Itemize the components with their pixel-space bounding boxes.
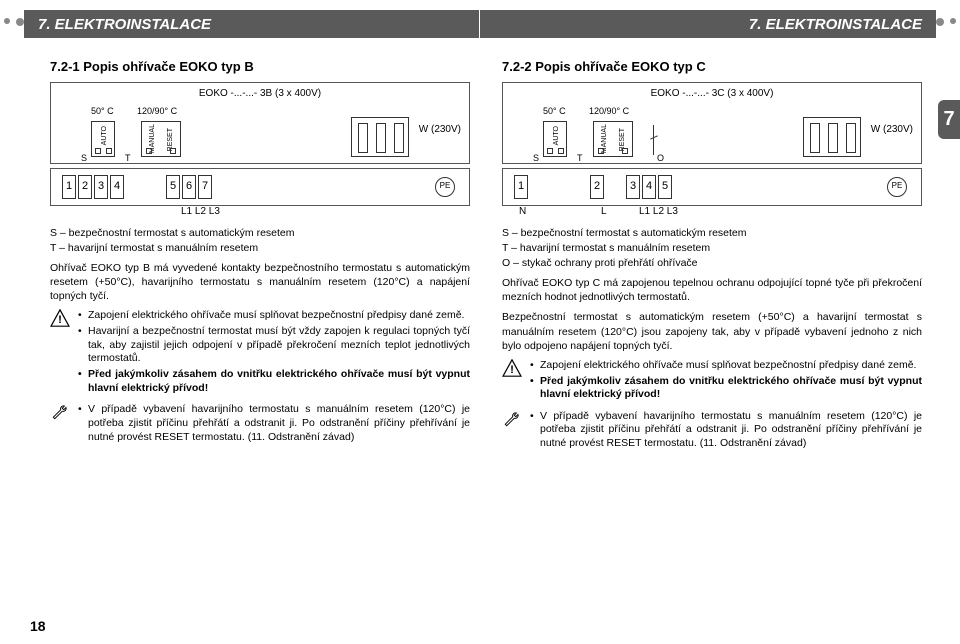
- warn-item-bold: Před jakýmkoliv zásahem do vnitřku elekt…: [530, 375, 922, 402]
- contactor-o: [653, 125, 673, 155]
- legend-s: S – bezpečnostní termostat s automatický…: [502, 226, 922, 240]
- terminal-5: 5: [658, 175, 672, 199]
- description-c-1: Ohřívač EOKO typ C má zapojenou tepelnou…: [502, 276, 922, 304]
- warning-block-2-b: V případě vybavení havarijního termostat…: [50, 403, 470, 446]
- terminal-auto: AUTO: [543, 121, 567, 157]
- svg-text:!: !: [58, 314, 62, 326]
- wiring-diagram-c: EOKO -...-...- 3C (3 x 400V) 50° C 120/9…: [502, 82, 922, 164]
- page-number: 18: [30, 618, 46, 634]
- warning-triangle-icon: !: [50, 309, 70, 327]
- column-right: 7.2-2 Popis ohřívače EOKO typ C EOKO -..…: [502, 58, 922, 459]
- header-left: 7. ELEKTROINSTALACE: [24, 10, 480, 38]
- phase-l: L: [601, 205, 607, 219]
- warn-item-bold: Před jakýmkoliv zásahem do vnitřku elekt…: [78, 368, 470, 395]
- legend-o: O – stykač ochrany proti přehřátí ohříva…: [502, 256, 922, 270]
- phase-n: N: [519, 205, 526, 219]
- terminal-manual: MANUAL RESET: [593, 121, 633, 157]
- voltage-label: W (230V): [871, 123, 913, 137]
- voltage-label: W (230V): [419, 123, 461, 137]
- terminal-1: 1: [62, 175, 76, 199]
- legend-t: T – havarijní termostat s manuálním rese…: [502, 241, 922, 255]
- section-title-c: 7.2-2 Popis ohřívače EOKO typ C: [502, 58, 922, 76]
- temp-50: 50° C: [543, 105, 566, 117]
- description-c-2: Bezpečnostní termostat s automatickým re…: [502, 310, 922, 353]
- warning-block-2-c: V případě vybavení havarijního termostat…: [502, 410, 922, 453]
- phase-labels: L1 L2 L3: [639, 205, 678, 219]
- warning-triangle-icon: !: [502, 359, 522, 377]
- legend-c: S – bezpečnostní termostat s automatický…: [502, 226, 922, 271]
- warn-item: Zapojení elektrického ohřívače musí splň…: [530, 359, 922, 373]
- pe-terminal: PE: [887, 177, 907, 197]
- wiring-diagram-b: EOKO -...-...- 3B (3 x 400V) 50° C 120/9…: [50, 82, 470, 164]
- warning-block-1-b: ! Zapojení elektrického ohřívače musí sp…: [50, 309, 470, 397]
- temp-120: 120/90° C: [589, 105, 629, 117]
- terminal-4: 4: [110, 175, 124, 199]
- terminal-row-b: 1 2 3 4 5 6 7 PE L1 L2 L3: [50, 168, 470, 206]
- terminal-auto: AUTO: [91, 121, 115, 157]
- description-b: Ohřívač EOKO typ B má vyvedené kontakty …: [50, 261, 470, 304]
- terminal-3: 3: [94, 175, 108, 199]
- terminal-2: 2: [590, 175, 604, 199]
- terminal-row-c: 1 2 3 4 5 PE N L L1 L2 L3: [502, 168, 922, 206]
- column-left: 7.2-1 Popis ohřívače EOKO typ B EOKO -..…: [50, 58, 470, 452]
- svg-text:!: !: [510, 364, 514, 376]
- temp-50: 50° C: [91, 105, 114, 117]
- legend-s: S – bezpečnostní termostat s automatický…: [50, 226, 470, 240]
- terminal-6: 6: [182, 175, 196, 199]
- phase-labels: L1 L2 L3: [181, 205, 220, 219]
- pe-terminal: PE: [435, 177, 455, 197]
- warning-block-1-c: ! Zapojení elektrického ohřívače musí sp…: [502, 359, 922, 404]
- legend-t: T – havarijní termostat s manuálním rese…: [50, 241, 470, 255]
- terminal-7: 7: [198, 175, 212, 199]
- warn-item: V případě vybavení havarijního termostat…: [78, 403, 470, 444]
- terminal-3: 3: [626, 175, 640, 199]
- terminal-2: 2: [78, 175, 92, 199]
- eoko-model-label: EOKO -...-...- 3C (3 x 400V): [651, 87, 774, 101]
- warn-item: V případě vybavení havarijního termostat…: [530, 410, 922, 451]
- terminal-5: 5: [166, 175, 180, 199]
- tab-marker: 7: [938, 100, 960, 139]
- wrench-icon: [50, 403, 70, 421]
- legend-b: S – bezpečnostní termostat s automatický…: [50, 226, 470, 255]
- heater-elements: [351, 117, 409, 157]
- header-right: 7. ELEKTROINSTALACE: [480, 10, 936, 38]
- heater-elements: [803, 117, 861, 157]
- eoko-model-label: EOKO -...-...- 3B (3 x 400V): [199, 87, 321, 101]
- terminal-4: 4: [642, 175, 656, 199]
- temp-120: 120/90° C: [137, 105, 177, 117]
- wrench-icon: [502, 410, 522, 428]
- warn-item: Havarijní a bezpečnostní termostat musí …: [78, 325, 470, 366]
- section-title-b: 7.2-1 Popis ohřívače EOKO typ B: [50, 58, 470, 76]
- warn-item: Zapojení elektrického ohřívače musí splň…: [78, 309, 470, 323]
- terminal-1: 1: [514, 175, 528, 199]
- terminal-manual: MANUAL RESET: [141, 121, 181, 157]
